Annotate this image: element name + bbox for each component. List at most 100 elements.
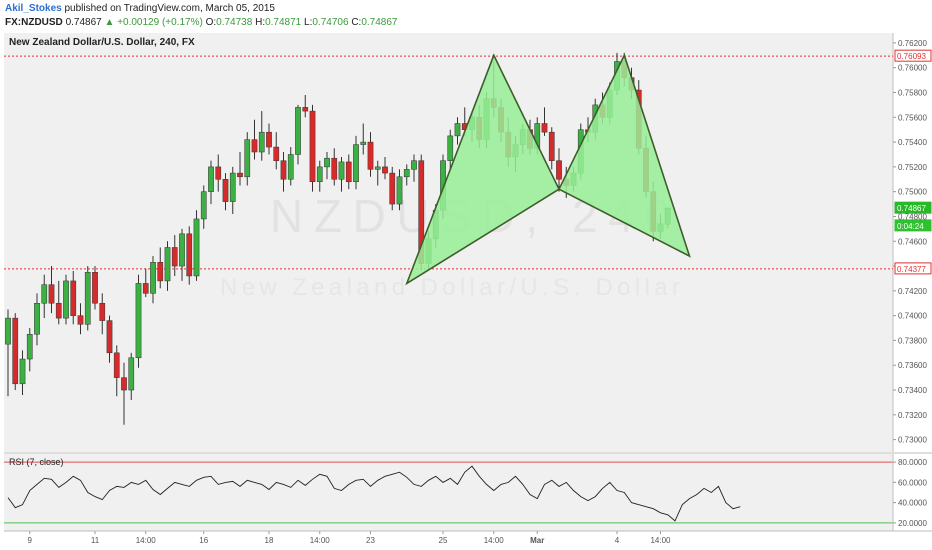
close-label: C:	[351, 17, 362, 28]
candle-body	[157, 262, 164, 282]
price-tick-label: 0.74600	[898, 237, 927, 246]
candle-body	[273, 146, 280, 161]
pattern-triangle-left	[405, 53, 561, 286]
candle-body	[92, 272, 98, 304]
low-label: L:	[304, 17, 313, 28]
candle	[5, 309, 11, 397]
candle-body	[200, 191, 207, 220]
candle-body	[41, 284, 48, 304]
candle-body	[411, 160, 417, 170]
price-label-text: 0.76093	[897, 52, 926, 61]
time-tick-label: 14:00	[484, 536, 505, 545]
chart-title: New Zealand Dollar/U.S. Dollar, 240, FX	[9, 37, 195, 48]
price-tick-label: 0.75600	[898, 113, 927, 122]
candle-body	[447, 135, 454, 161]
time-tick-label: 9	[28, 536, 33, 545]
candle	[99, 293, 106, 335]
candle	[84, 266, 91, 331]
harmonic-pattern	[405, 53, 691, 286]
candle	[396, 169, 403, 211]
candle	[360, 123, 367, 155]
candle	[215, 154, 222, 192]
candle	[345, 154, 352, 190]
candle-body	[222, 179, 229, 202]
candle	[34, 293, 40, 346]
price-label-level: 0.76093	[894, 49, 932, 62]
candle-body	[121, 377, 127, 391]
candle	[302, 94, 309, 118]
candle-body	[70, 280, 77, 316]
candle	[200, 185, 207, 229]
candle	[324, 152, 330, 180]
candle	[411, 154, 417, 182]
candle	[70, 271, 77, 325]
candle-body	[193, 218, 200, 277]
candle	[164, 241, 171, 291]
candle	[113, 345, 120, 397]
candle	[229, 166, 236, 214]
candle	[55, 280, 62, 325]
low-value: 0.74706	[312, 17, 349, 28]
candle-body	[403, 169, 410, 178]
candle	[142, 268, 149, 298]
price-tick-label: 0.76200	[898, 39, 927, 48]
time-tick-label: 14:00	[136, 536, 157, 545]
candle	[548, 127, 555, 170]
candle-body	[244, 139, 251, 178]
time-tick-label: 18	[265, 536, 274, 545]
candle-body	[5, 317, 11, 345]
candle	[48, 266, 55, 314]
time-tick-label: 14:00	[310, 536, 331, 545]
author-link[interactable]: Akil_Stokes	[5, 3, 62, 14]
watermark-name: New Zealand Dollar/U.S. Dollar	[220, 274, 680, 301]
high-value: 0.74871	[265, 17, 302, 28]
price-tick-label: 0.73000	[898, 436, 927, 445]
candle-body	[396, 176, 403, 205]
candle	[266, 123, 272, 155]
candle	[287, 147, 294, 186]
candle-body	[280, 160, 287, 180]
candle	[41, 274, 48, 319]
candle-body	[266, 131, 272, 148]
time-tick-label: 14:00	[650, 536, 671, 545]
candle	[135, 274, 142, 368]
price-tick-label: 0.75200	[898, 163, 927, 172]
candle-body	[237, 172, 243, 178]
price-axis: 0.76200 0.76000 0.75800 0.75600 0.75400 0.752…	[892, 33, 927, 452]
time-tick-label: Mar	[530, 536, 544, 545]
price-tick-label: 0.74800	[898, 212, 927, 221]
price-tick-label: 0.73200	[898, 411, 927, 420]
candle	[316, 160, 323, 192]
candle-body	[541, 123, 548, 133]
candle	[179, 228, 185, 281]
symbol-label[interactable]: FX:NZDUSD	[5, 17, 63, 28]
time-tick-label: 4	[615, 536, 620, 545]
candle	[63, 274, 69, 325]
candle-body	[84, 272, 91, 325]
candle	[295, 104, 301, 165]
candle-body	[251, 139, 258, 153]
candle-body	[389, 172, 396, 205]
price-tick-label: 0.73800	[898, 336, 927, 345]
candle	[338, 156, 345, 192]
price-label-box	[894, 219, 932, 232]
price-tick-label: 0.75400	[898, 138, 927, 147]
candle	[403, 164, 410, 186]
candle	[157, 247, 164, 289]
candle-body	[63, 280, 69, 319]
candle	[556, 148, 562, 192]
time-tick-label: 11	[91, 536, 100, 545]
candle-body	[150, 262, 156, 294]
candle	[121, 362, 127, 425]
candle-body	[48, 284, 55, 304]
candle-body	[106, 320, 113, 354]
rsi-tick-label: 20.0000	[898, 519, 927, 528]
candle-body	[360, 141, 367, 145]
candle-body	[229, 172, 236, 202]
time-tick-label: 25	[439, 536, 448, 545]
publish-line: Akil_Stokes published on TradingView.com…	[5, 3, 275, 14]
price-label-last: 0.74867	[894, 201, 932, 214]
candle-body	[186, 233, 193, 277]
candle-body	[12, 317, 19, 385]
